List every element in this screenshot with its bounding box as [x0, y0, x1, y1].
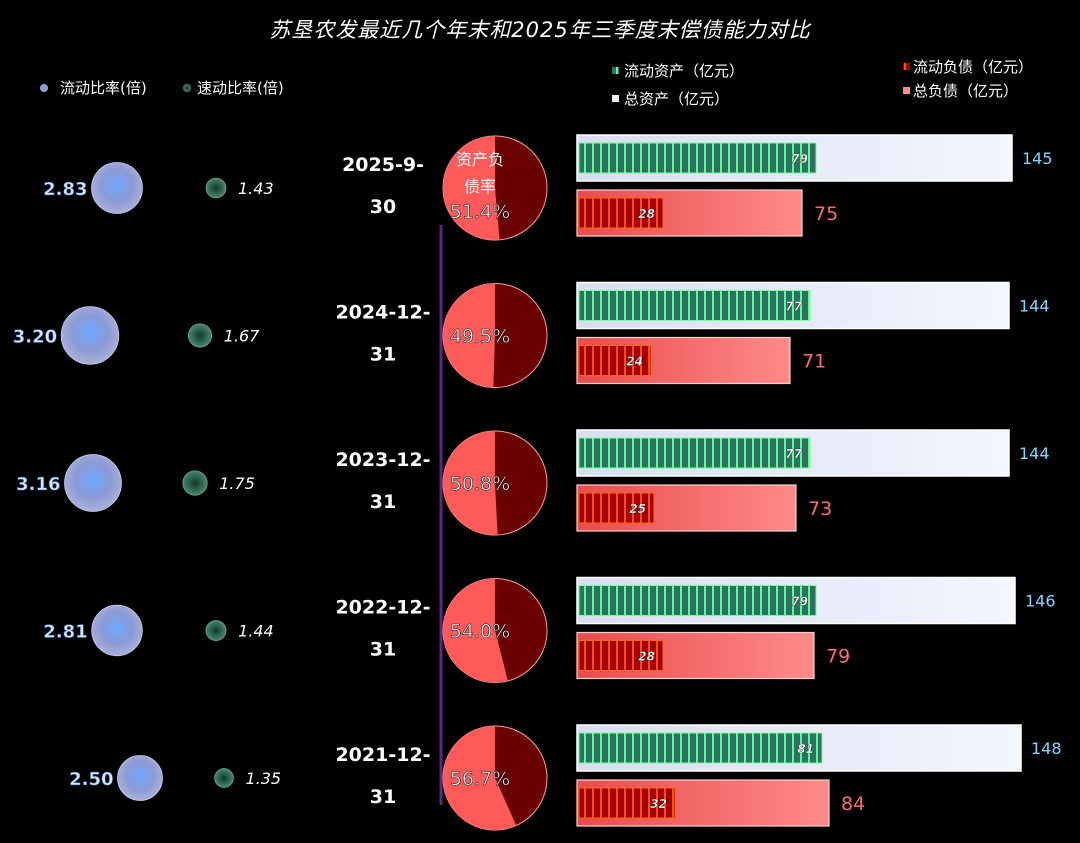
date-label-line2: 31	[370, 344, 396, 366]
legend-current-liabilities: 流动负债（亿元）	[913, 58, 1033, 76]
chart-title: 苏垦农发最近几个年末和2025年三季度末偿债能力对比	[269, 18, 811, 42]
legend-current-ratio: 流动比率(倍)	[60, 79, 147, 97]
quick-ratio-bubble	[182, 470, 208, 496]
date-label-line1: 2021-12-	[335, 744, 430, 766]
debt-ratio-value: 49.5%	[450, 326, 510, 348]
date-label-line2: 31	[370, 786, 396, 808]
current-liabilities-bar	[578, 197, 664, 229]
legend-total-liabilities: 总负债（亿元）	[913, 82, 1018, 100]
legend-quick-ratio-marker	[183, 84, 191, 92]
current-ratio-value: 2.83	[43, 179, 87, 200]
current-liabilities-bar	[578, 640, 664, 671]
current-assets-value: 81	[797, 742, 814, 756]
current-liabilities-bar	[578, 492, 655, 524]
date-label-line2: 30	[370, 196, 396, 218]
current-liabilities-bar	[578, 787, 676, 819]
quick-ratio-bubble	[205, 177, 227, 199]
current-ratio-bubble	[91, 604, 143, 657]
total-assets-value: 145	[1022, 149, 1053, 168]
current-ratio-value: 2.81	[43, 622, 87, 643]
current-liabilities-value: 28	[638, 207, 655, 221]
quick-ratio-value: 1.35	[245, 769, 281, 788]
total-assets-value: 144	[1019, 297, 1050, 316]
current-liabilities-value: 25	[629, 502, 646, 516]
date-label-line2: 31	[370, 491, 396, 513]
debt-ratio-pie-slice	[442, 726, 517, 831]
total-liabilities-value: 79	[826, 646, 850, 668]
current-ratio-value: 3.16	[16, 474, 60, 495]
legend-quick-ratio: 速动比率(倍)	[197, 79, 284, 97]
quick-ratio-value: 1.44	[238, 622, 274, 641]
chart-rows: 145 79 75 28 51.4% 2025-9- 30 2.83 1.43 144 77 71 24…	[12, 134, 1062, 831]
total-liabilities-value: 75	[814, 203, 838, 225]
date-label-line1: 2025-9-	[342, 154, 424, 176]
legend-current-assets-marker	[612, 67, 619, 74]
debt-ratio-pie-slice	[443, 283, 495, 388]
total-assets-value: 146	[1025, 592, 1056, 611]
current-ratio-bubble	[60, 306, 120, 365]
current-assets-bar	[578, 290, 811, 321]
current-ratio-value: 3.20	[13, 327, 57, 348]
total-liabilities-value: 71	[802, 351, 826, 373]
current-assets-value: 77	[785, 447, 802, 461]
debt-ratio-pie-slice	[443, 431, 498, 535]
quick-ratio-bubble	[188, 323, 212, 348]
date-label-line2: 31	[370, 639, 396, 661]
current-ratio-value: 2.50	[69, 769, 113, 790]
debt-ratio-caption-line2: 债率	[464, 177, 496, 196]
debt-ratio-value: 56.7%	[450, 768, 510, 790]
debt-ratio-pie-slice	[443, 578, 508, 683]
legend-total-assets-marker	[612, 95, 619, 102]
legend-current-liabilities-marker	[903, 63, 910, 70]
quick-ratio-bubble	[205, 620, 227, 641]
current-assets-bar	[578, 437, 811, 469]
current-assets-bar	[578, 732, 823, 764]
debt-ratio-value: 51.4%	[450, 201, 510, 223]
current-liabilities-value: 28	[638, 650, 655, 664]
current-assets-value: 79	[791, 595, 808, 609]
date-label-line1: 2023-12-	[335, 449, 430, 471]
debt-ratio-pie-slice	[443, 136, 500, 240]
total-assets-value: 148	[1031, 739, 1062, 758]
current-ratio-bubble	[91, 162, 143, 214]
debt-ratio-value: 50.8%	[450, 473, 510, 495]
current-ratio-bubble	[64, 454, 122, 512]
current-liabilities-bar	[578, 345, 652, 376]
total-liabilities-value: 73	[808, 498, 832, 520]
debt-ratio-caption-line1: 资产负	[456, 150, 504, 169]
debt-ratio-value: 54.0%	[450, 621, 510, 643]
quick-ratio-value: 1.75	[219, 474, 255, 493]
date-label-line1: 2022-12-	[335, 597, 430, 619]
total-liabilities-value: 84	[841, 793, 865, 815]
current-liabilities-value: 32	[650, 797, 667, 811]
current-assets-value: 79	[791, 152, 808, 166]
quick-ratio-bubble	[214, 768, 234, 788]
current-liabilities-value: 24	[626, 355, 643, 369]
current-assets-bar	[578, 142, 817, 174]
total-assets-value: 144	[1019, 444, 1050, 463]
current-ratio-bubble	[117, 755, 163, 801]
quick-ratio-value: 1.67	[224, 327, 260, 346]
current-assets-bar	[578, 585, 817, 616]
date-label-line1: 2024-12-	[335, 302, 430, 324]
legend-current-assets: 流动资产（亿元）	[624, 62, 744, 80]
legend-total-liabilities-marker	[903, 87, 910, 94]
quick-ratio-value: 1.43	[238, 179, 274, 198]
legend-current-ratio-marker	[40, 84, 48, 92]
legend-total-assets: 总资产（亿元）	[624, 90, 729, 108]
current-assets-value: 77	[785, 300, 802, 314]
